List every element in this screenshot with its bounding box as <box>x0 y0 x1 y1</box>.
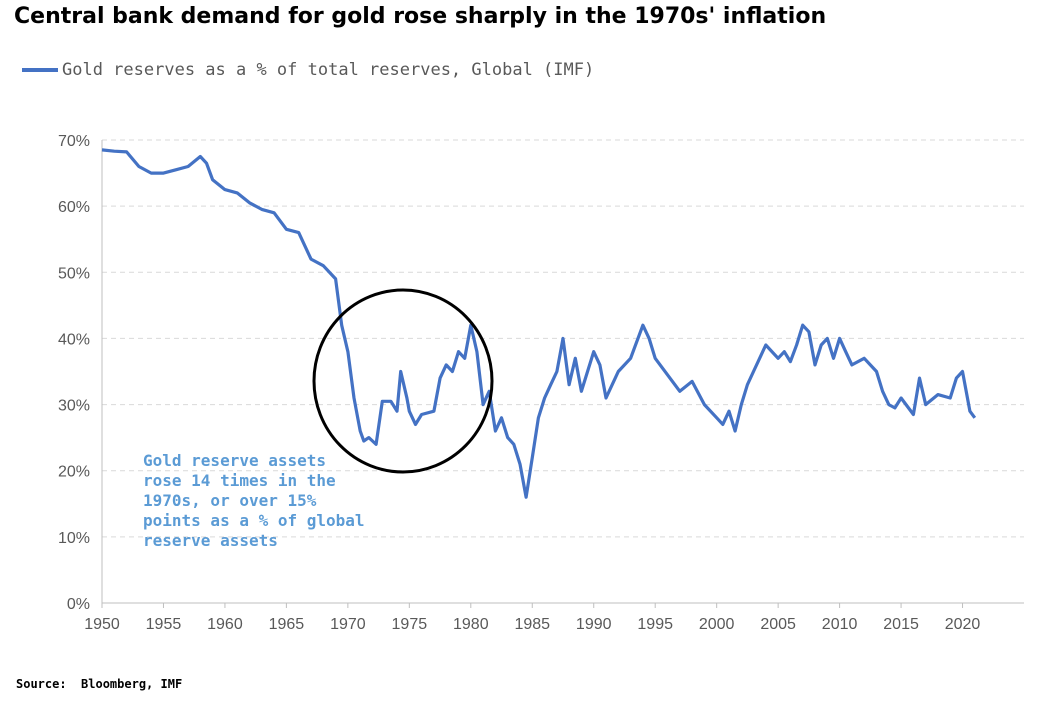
annotation-line: rose 14 times in the <box>143 471 336 490</box>
x-tick-label: 2000 <box>699 616 735 633</box>
x-tick-label: 1965 <box>269 616 305 633</box>
y-tick-label: 20% <box>58 464 90 481</box>
legend-line-swatch <box>22 68 58 72</box>
source-note: Source: Bloomberg, IMF <box>16 677 183 691</box>
y-axis-labels: 0% 10% 20% 30% 40% 50% 60% 70% <box>58 133 90 613</box>
x-tick-label: 2015 <box>883 616 919 633</box>
x-tick-label: 1955 <box>146 616 182 633</box>
x-tick-label: 1975 <box>392 616 428 633</box>
x-tick-label: 2005 <box>760 616 796 633</box>
y-tick-label: 40% <box>58 331 90 348</box>
chart-title: Central bank demand for gold rose sharpl… <box>14 4 827 29</box>
y-tick-label: 30% <box>58 398 90 415</box>
highlight-circle <box>312 288 494 474</box>
annotation-line: 1970s, or over 15% <box>143 491 317 510</box>
x-tick-label: 2020 <box>945 616 981 633</box>
legend-label: Gold reserves as a % of total reserves, … <box>62 60 595 80</box>
annotation-line: reserve assets <box>143 531 278 550</box>
gold-reserves-line <box>101 148 977 499</box>
annotation-line: points as a % of global <box>143 511 365 530</box>
x-tick-label: 1990 <box>576 616 612 633</box>
x-tick-label: 1970 <box>330 616 366 633</box>
x-tick-label: 1985 <box>514 616 550 633</box>
x-tick-label: 1950 <box>84 616 120 633</box>
y-tick-label: 70% <box>58 133 90 150</box>
x-tick-label: 2010 <box>822 616 858 633</box>
annotation-line: Gold reserve assets <box>143 451 326 470</box>
y-tick-label: 10% <box>58 530 90 547</box>
axes <box>101 140 1024 604</box>
y-tick-label: 60% <box>58 199 90 216</box>
x-tick-label: 1960 <box>207 616 243 633</box>
x-axis-labels: 1950 1955 1960 1965 1970 1975 1980 1985 1990 1995… <box>84 603 980 633</box>
y-tick-label: 50% <box>58 265 90 282</box>
legend: Gold reserves as a % of total reserves, … <box>22 58 594 82</box>
x-tick-label: 1995 <box>637 616 673 633</box>
x-tick-label: 1980 <box>453 616 489 633</box>
annotation-text: Gold reserve assets rose 14 times in the 1… <box>143 451 365 550</box>
y-tick-label: 0% <box>67 596 90 613</box>
